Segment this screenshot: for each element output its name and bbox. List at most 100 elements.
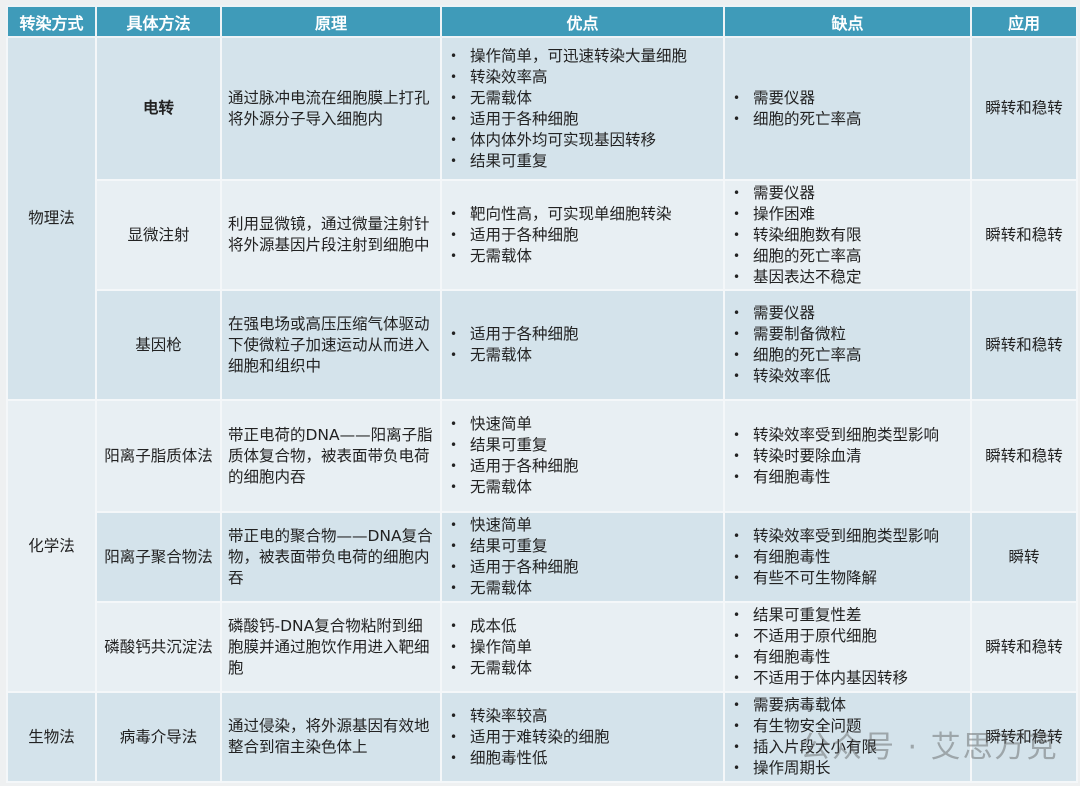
con-item: 需要仪器	[733, 303, 964, 324]
application-cell: 瞬转和稳转	[970, 289, 1078, 401]
pro-item: 无需载体	[450, 578, 717, 599]
pro-item: 无需载体	[450, 246, 717, 267]
pro-item: 操作简单	[450, 637, 717, 658]
category-cell: 化学法	[6, 399, 97, 693]
application-cell: 瞬转和稳转	[970, 399, 1078, 513]
principle-cell: 带正电荷的DNA——阳离子脂质体复合物，被表面带负电荷的细胞内吞	[220, 399, 442, 513]
pro-item: 操作简单，可迅速转染大量细胞	[450, 46, 717, 67]
pro-item: 转染效率高	[450, 67, 717, 88]
table-row: 基因枪在强电场或高压压缩气体驱动下使微粒子加速运动从而进入细胞和组织中适用于各种…	[7, 289, 1078, 401]
cons-list: 转染效率受到细胞类型影响转染时要除血清有细胞毒性	[731, 425, 964, 488]
pros-list: 转染率较高适用于难转染的细胞细胞毒性低	[448, 706, 717, 769]
con-item: 结果可重复性差	[733, 605, 964, 626]
pro-item: 结果可重复	[450, 536, 717, 557]
method-cell: 电转	[95, 36, 222, 181]
con-item: 转染效率受到细胞类型影响	[733, 425, 964, 446]
table-row: 化学法 阳离子脂质体法 带正电荷的DNA——阳离子脂质体复合物，被表面带负电荷的细胞…	[6, 399, 1078, 693]
cons-list: 需要仪器需要制备微粒细胞的死亡率高转染效率低	[731, 303, 964, 387]
con-item: 转染时要除血清	[733, 446, 964, 467]
table-row: 磷酸钙共沉淀法磷酸钙-DNA复合物粘附到细胞膜并通过胞饮作用进入靶细胞成本低操作…	[7, 601, 1078, 693]
pro-item: 结果可重复	[450, 151, 717, 172]
method-cell: 阳离子脂质体法	[95, 399, 222, 513]
application-cell: 瞬转和稳转	[970, 691, 1078, 783]
pro-item: 快速简单	[450, 515, 717, 536]
pro-item: 体内体外均可实现基因转移	[450, 130, 717, 151]
con-item: 需要制备微粒	[733, 324, 964, 345]
method-cell: 阳离子聚合物法	[95, 511, 222, 603]
category-cell: 物理法	[6, 36, 97, 401]
principle-cell: 通过脉冲电流在细胞膜上打孔将外源分子导入细胞内	[220, 36, 442, 181]
con-item: 需要病毒载体	[733, 695, 964, 716]
con-item: 细胞的死亡率高	[733, 109, 964, 130]
cons-list: 结果可重复性差不适用于原代细胞有细胞毒性不适用于体内基因转移	[731, 605, 964, 689]
table-row: 物理法电转通过脉冲电流在细胞膜上打孔将外源分子导入细胞内操作简单，可迅速转染大量…	[6, 36, 1078, 401]
con-item: 有些不可生物降解	[733, 568, 964, 589]
con-item: 基因表达不稳定	[733, 267, 964, 288]
application-cell: 瞬转和稳转	[970, 179, 1078, 291]
cons-cell: 结果可重复性差不适用于原代细胞有细胞毒性不适用于体内基因转移	[723, 601, 972, 693]
cons-cell: 转染效率受到细胞类型影响转染时要除血清有细胞毒性	[723, 399, 972, 513]
cons-list: 需要病毒载体有生物安全问题插入片段大小有限操作周期长	[731, 695, 964, 779]
header-category: 转染方式	[6, 5, 97, 38]
application-cell: 瞬转和稳转	[970, 601, 1078, 693]
pros-list: 靶向性高，可实现单细胞转染适用于各种细胞无需载体	[448, 204, 717, 267]
con-item: 有细胞毒性	[733, 467, 964, 488]
pros-cell: 靶向性高，可实现单细胞转染适用于各种细胞无需载体	[440, 179, 725, 291]
pros-cell: 转染率较高适用于难转染的细胞细胞毒性低	[440, 691, 725, 783]
cons-list: 需要仪器细胞的死亡率高	[731, 88, 964, 130]
header-method: 具体方法	[95, 5, 222, 38]
con-item: 需要仪器	[733, 183, 964, 204]
table-body: 物理法电转通过脉冲电流在细胞膜上打孔将外源分子导入细胞内操作简单，可迅速转染大量…	[6, 36, 1078, 783]
pros-list: 适用于各种细胞无需载体	[448, 324, 717, 366]
principle-cell: 在强电场或高压压缩气体驱动下使微粒子加速运动从而进入细胞和组织中	[220, 289, 442, 401]
con-item: 不适用于体内基因转移	[733, 668, 964, 689]
cons-cell: 转染效率受到细胞类型影响有细胞毒性有些不可生物降解	[723, 511, 972, 603]
pro-item: 无需载体	[450, 658, 717, 679]
con-item: 转染细胞数有限	[733, 225, 964, 246]
con-item: 转染效率低	[733, 366, 964, 387]
pros-cell: 成本低操作简单无需载体	[440, 601, 725, 693]
transfection-methods-table: 转染方式 具体方法 原理 优点 缺点 应用 物理法 电转 通过脉冲电流在细胞膜上打孔…	[6, 5, 1078, 783]
pro-item: 无需载体	[450, 345, 717, 366]
header-cons: 缺点	[723, 5, 972, 38]
pro-item: 适用于各种细胞	[450, 225, 717, 246]
pro-item: 无需载体	[450, 88, 717, 109]
con-item: 细胞的死亡率高	[733, 246, 964, 267]
pro-item: 适用于各种细胞	[450, 456, 717, 477]
pro-item: 适用于难转染的细胞	[450, 727, 717, 748]
cons-list: 转染效率受到细胞类型影响有细胞毒性有些不可生物降解	[731, 526, 964, 589]
table-row: 生物法病毒介导法通过侵染，将外源基因有效地整合到宿主染色体上转染率较高适用于难转…	[6, 691, 1078, 783]
method-cell: 磷酸钙共沉淀法	[95, 601, 222, 693]
pro-item: 转染率较高	[450, 706, 717, 727]
pro-item: 适用于各种细胞	[450, 324, 717, 345]
cons-cell: 需要仪器操作困难转染细胞数有限细胞的死亡率高基因表达不稳定	[723, 179, 972, 291]
pro-item: 适用于各种细胞	[450, 109, 717, 130]
con-item: 操作困难	[733, 204, 964, 225]
pros-list: 成本低操作简单无需载体	[448, 616, 717, 679]
pros-cell: 适用于各种细胞无需载体	[440, 289, 725, 401]
principle-cell: 通过侵染，将外源基因有效地整合到宿主染色体上	[220, 691, 442, 783]
pros-list: 快速简单结果可重复适用于各种细胞无需载体	[448, 414, 717, 498]
principle-cell: 带正电的聚合物——DNA复合物，被表面带负电荷的细胞内吞	[220, 511, 442, 603]
pros-list: 快速简单结果可重复适用于各种细胞无需载体	[448, 515, 717, 599]
con-item: 有细胞毒性	[733, 647, 964, 668]
con-item: 有生物安全问题	[733, 716, 964, 737]
con-item: 细胞的死亡率高	[733, 345, 964, 366]
con-item: 插入片段大小有限	[733, 737, 964, 758]
table-row: 显微注射利用显微镜，通过微量注射针将外源基因片段注射到细胞中靶向性高，可实现单细…	[7, 179, 1078, 291]
pros-cell: 快速简单结果可重复适用于各种细胞无需载体	[440, 511, 725, 603]
con-item: 不适用于原代细胞	[733, 626, 964, 647]
cons-list: 需要仪器操作困难转染细胞数有限细胞的死亡率高基因表达不稳定	[731, 183, 964, 288]
method-cell: 基因枪	[95, 289, 222, 401]
pro-item: 靶向性高，可实现单细胞转染	[450, 204, 717, 225]
pro-item: 无需载体	[450, 477, 717, 498]
header-row: 转染方式 具体方法 原理 优点 缺点 应用	[6, 5, 1078, 38]
cons-cell: 需要仪器需要制备微粒细胞的死亡率高转染效率低	[723, 289, 972, 401]
cons-cell: 需要仪器细胞的死亡率高	[723, 36, 972, 181]
application-cell: 瞬转和稳转	[970, 36, 1078, 181]
table-row: 阳离子聚合物法带正电的聚合物——DNA复合物，被表面带负电荷的细胞内吞快速简单结…	[7, 511, 1078, 603]
application-cell: 瞬转	[970, 511, 1078, 603]
con-item: 有细胞毒性	[733, 547, 964, 568]
con-item: 转染效率受到细胞类型影响	[733, 526, 964, 547]
category-cell: 生物法	[6, 691, 97, 783]
